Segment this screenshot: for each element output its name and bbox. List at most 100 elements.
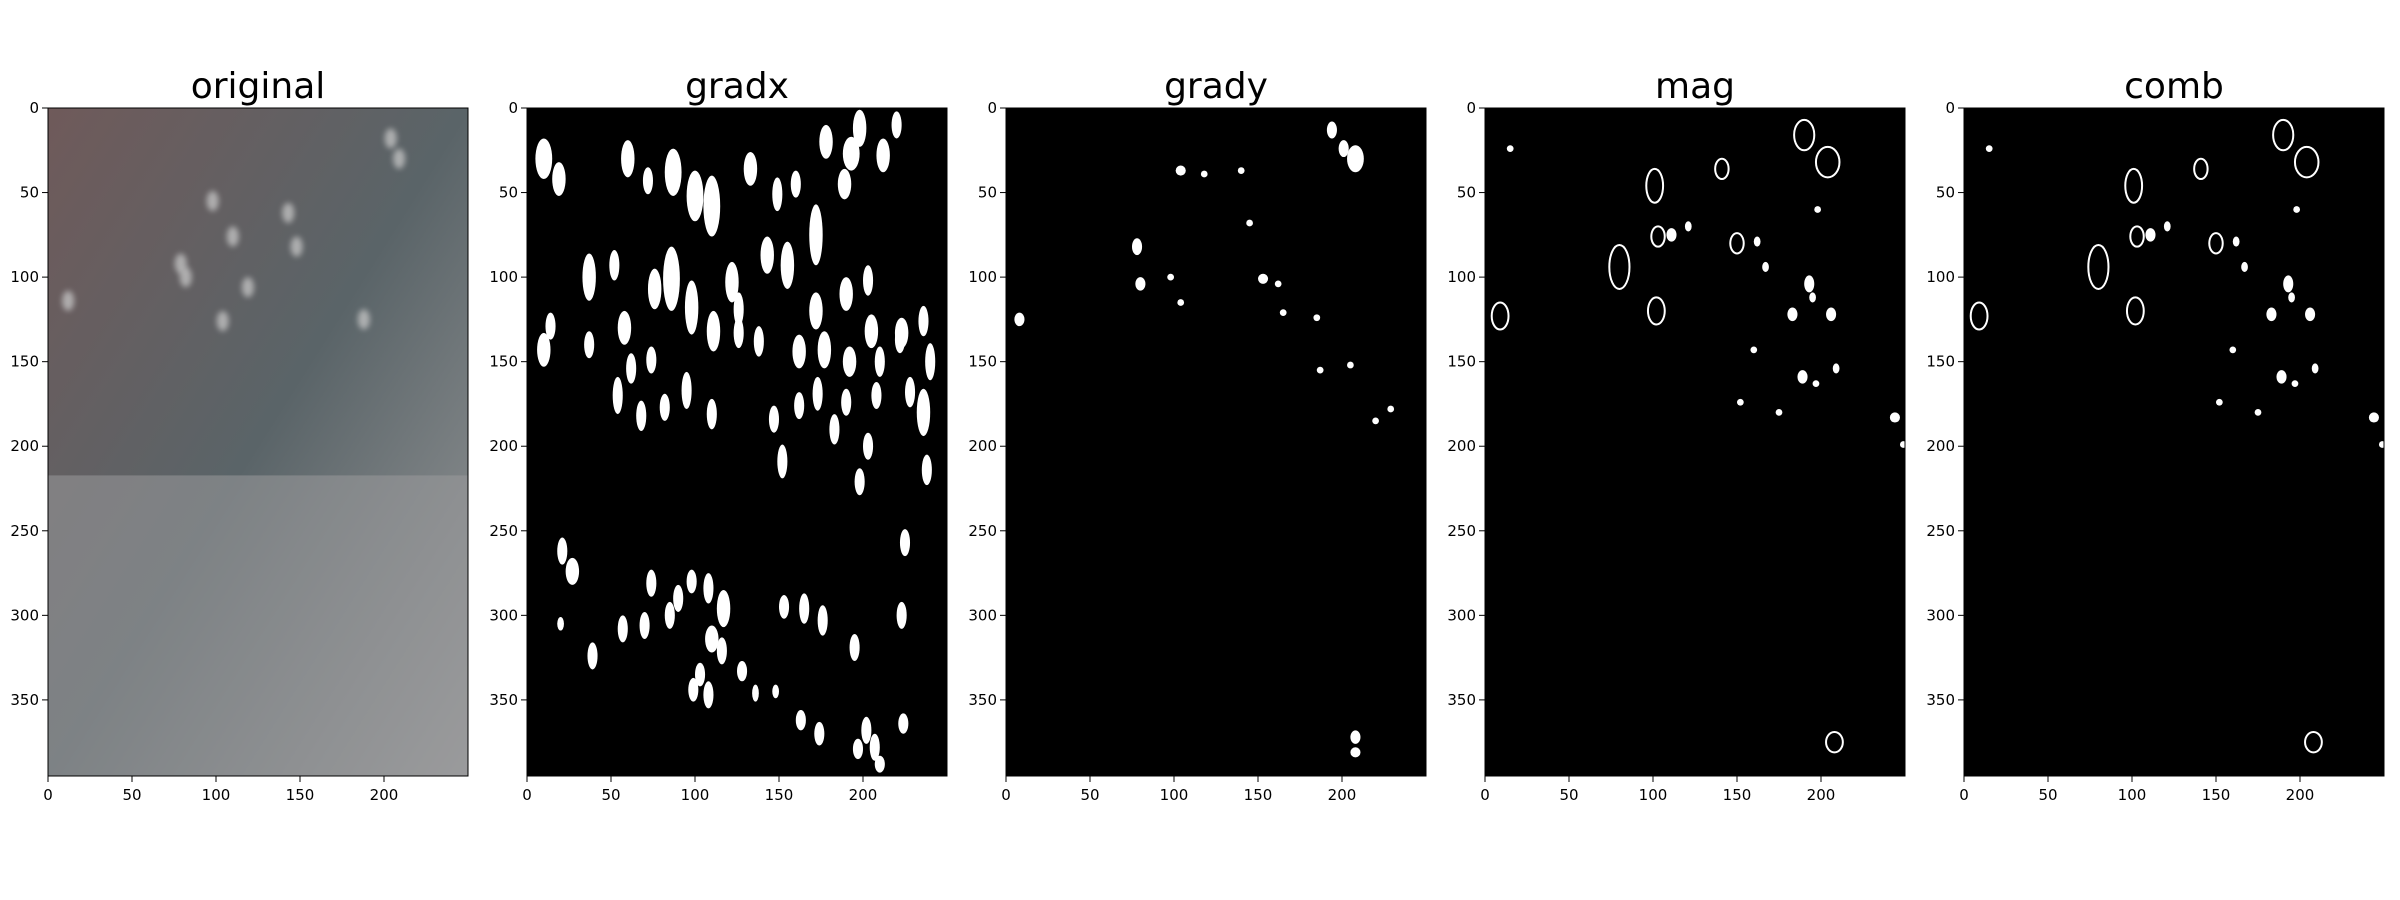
blob bbox=[716, 637, 727, 665]
blob bbox=[899, 529, 911, 557]
blob bbox=[703, 573, 714, 604]
blob bbox=[2293, 206, 2300, 213]
x-tick-label: 150 bbox=[286, 786, 315, 804]
blob bbox=[703, 175, 721, 237]
x-tick-label: 200 bbox=[1807, 786, 1836, 804]
bright-spot bbox=[206, 191, 219, 212]
image-area bbox=[1964, 108, 2384, 776]
x-tick-label: 100 bbox=[1160, 786, 1189, 804]
blob bbox=[772, 177, 783, 212]
blob bbox=[2293, 145, 2320, 179]
blob bbox=[725, 261, 739, 303]
y-tick-label: 200 bbox=[10, 437, 39, 455]
blob bbox=[535, 138, 553, 180]
blob bbox=[1787, 307, 1798, 322]
y-tick-label: 100 bbox=[489, 268, 518, 286]
blob bbox=[1969, 301, 1989, 331]
y-tick-label: 50 bbox=[20, 184, 39, 202]
blob bbox=[684, 280, 699, 335]
blob bbox=[1899, 441, 1907, 448]
blob bbox=[695, 662, 706, 687]
blob bbox=[743, 151, 758, 186]
blob bbox=[557, 617, 564, 631]
blob bbox=[1797, 370, 1808, 384]
blob bbox=[921, 454, 932, 486]
blob bbox=[609, 250, 620, 281]
y-tick-label: 250 bbox=[489, 522, 518, 540]
blob bbox=[837, 168, 852, 200]
x-tick-label: 0 bbox=[1480, 786, 1490, 804]
blob bbox=[809, 292, 823, 330]
bright-spot bbox=[179, 267, 192, 288]
blob bbox=[864, 314, 879, 349]
blob bbox=[1985, 145, 1993, 152]
y-tick-label: 100 bbox=[1447, 268, 1476, 286]
blob bbox=[2193, 157, 2209, 181]
image-area bbox=[1006, 108, 1426, 776]
axes-frame bbox=[1963, 107, 2385, 777]
blob bbox=[1167, 273, 1174, 281]
blob bbox=[1804, 275, 1815, 293]
blob bbox=[777, 444, 788, 479]
x-tick-label: 0 bbox=[1959, 786, 1969, 804]
blob bbox=[545, 312, 556, 340]
blob bbox=[2311, 363, 2319, 374]
blob bbox=[2291, 380, 2299, 388]
bright-spot bbox=[62, 290, 75, 311]
blob bbox=[2378, 441, 2386, 448]
blob bbox=[1762, 261, 1769, 273]
blob bbox=[2145, 228, 2156, 242]
blob bbox=[809, 204, 823, 266]
blob bbox=[829, 414, 840, 445]
blob bbox=[871, 381, 882, 410]
y-tick-label: 200 bbox=[1447, 437, 1476, 455]
x-tick-label: 50 bbox=[1080, 786, 1099, 804]
blob bbox=[706, 398, 717, 430]
x-tick-label: 50 bbox=[601, 786, 620, 804]
blob bbox=[1793, 118, 1816, 152]
blob bbox=[659, 393, 670, 421]
y-tick-label: 50 bbox=[499, 184, 518, 202]
blob bbox=[582, 253, 596, 301]
blob bbox=[1372, 417, 1379, 425]
y-tick-label: 350 bbox=[489, 691, 518, 709]
y-tick-label: 200 bbox=[1926, 437, 1955, 455]
y-tick-label: 350 bbox=[1926, 691, 1955, 709]
blob bbox=[1737, 398, 1744, 406]
x-tick-label: 100 bbox=[2118, 786, 2147, 804]
axes-frame bbox=[1005, 107, 1427, 777]
blob bbox=[874, 755, 885, 773]
blob bbox=[552, 162, 566, 196]
panel-comb: comb 0 50 100 150 200 0 50 100 150 200 250 300 350 bbox=[1926, 66, 2386, 804]
blob bbox=[1246, 219, 1253, 227]
blob bbox=[2266, 307, 2277, 322]
blob bbox=[1338, 140, 1349, 158]
blob bbox=[663, 246, 680, 311]
bright-spot bbox=[393, 148, 406, 169]
panel-title: gradx bbox=[685, 66, 789, 107]
blob bbox=[646, 569, 657, 597]
blob bbox=[1775, 409, 1783, 416]
y-tick-label: 150 bbox=[10, 353, 39, 371]
blob bbox=[1714, 157, 1730, 181]
y-tick-label: 300 bbox=[489, 606, 518, 624]
blob bbox=[1826, 307, 1837, 322]
blob bbox=[557, 537, 568, 565]
x-tick-label: 150 bbox=[1723, 786, 1752, 804]
y-tick-label: 0 bbox=[987, 99, 997, 117]
y-tick-label: 150 bbox=[968, 353, 997, 371]
blob bbox=[2288, 292, 2295, 303]
x-tick-label: 0 bbox=[43, 786, 53, 804]
y-tick-label: 0 bbox=[508, 99, 518, 117]
blob bbox=[768, 405, 780, 433]
blob bbox=[647, 268, 662, 310]
y-tick-label: 250 bbox=[1926, 522, 1955, 540]
blob bbox=[1313, 314, 1321, 322]
blob bbox=[1014, 312, 1025, 327]
blob bbox=[1258, 273, 1269, 284]
y-tick-label: 0 bbox=[1945, 99, 1955, 117]
blob bbox=[2087, 243, 2110, 290]
blob bbox=[891, 111, 902, 139]
blob bbox=[1812, 380, 1820, 388]
